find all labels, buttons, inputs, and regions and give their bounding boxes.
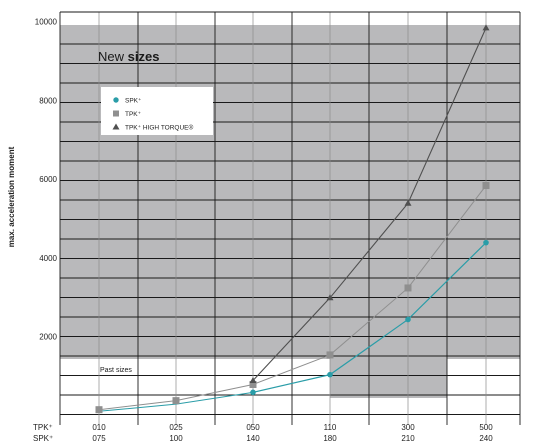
tpk-point (482, 182, 490, 190)
tpk-point (172, 397, 180, 405)
spk-point (405, 316, 411, 323)
tpk-point (326, 351, 334, 359)
x-tick-label-spk: 240 (479, 434, 493, 443)
x-tick-label-spk: 140 (246, 434, 260, 443)
spk-point (327, 371, 333, 378)
tpk-line (98, 185, 487, 411)
x-tick-label-tpk: 110 (324, 423, 337, 432)
shaded-region-lower (330, 359, 447, 398)
legend-label-tpk: TPK⁺ (125, 111, 142, 118)
tpk-high-torque-point (249, 377, 257, 384)
new-sizes-region (60, 25, 520, 359)
x-tick-label-tpk: 025 (169, 423, 183, 432)
y-tick-label: 6000 (39, 175, 57, 184)
tpk-point (249, 380, 257, 388)
new-sizes-annotation: New sizes (98, 49, 159, 64)
background-layer (60, 25, 520, 398)
y-axis-label: max. acceleration moment (7, 146, 16, 247)
legend-marker-tpk (113, 110, 119, 117)
new-sizes-light: New (98, 49, 128, 64)
legend-box (101, 87, 213, 135)
x-tick-label-spk: 210 (401, 434, 415, 443)
y-tick-label: 2000 (39, 333, 57, 342)
y-tick-label: 8000 (39, 96, 57, 105)
x-tick-label-spk: 075 (92, 434, 106, 443)
x-tick-label-tpk: 300 (401, 423, 415, 432)
spk-past-curve (98, 391, 254, 412)
legend-marker-spk (113, 97, 119, 103)
tpk-high-torque-point (404, 199, 412, 206)
legend-label-spk: SPK⁺ (125, 98, 142, 105)
x-row-label-spk: SPK⁺ (33, 434, 53, 443)
x-tick-label-tpk: 050 (246, 423, 260, 432)
spk-line (252, 242, 487, 393)
legend-marker-tpk-ht (112, 123, 120, 130)
series-layer (95, 24, 490, 414)
x-tick-label-spk: 180 (323, 434, 337, 443)
tpk-point (404, 284, 412, 292)
axis-layer: 2000 4000 6000 8000 10000 TPK⁺ SPK⁺ 010 075 025 10… (33, 18, 493, 444)
tpk-high-torque-point (482, 24, 490, 31)
x-tick-label-spk: 100 (169, 434, 183, 443)
spk-point (483, 239, 489, 246)
y-tick-label: 4000 (39, 254, 57, 263)
legend: SPK⁺ TPK⁺ TPK⁺ HIGH TORQUE® (101, 87, 213, 135)
new-sizes-bold: sizes (128, 49, 160, 64)
x-tick-label-tpk: 500 (479, 423, 493, 432)
x-row-label-tpk: TPK⁺ (33, 423, 53, 432)
legend-label-tpk-ht: TPK⁺ HIGH TORQUE® (125, 124, 194, 132)
tpk-high-torque-line (252, 27, 487, 381)
past-sizes-annotation: Past sizes (100, 367, 132, 374)
tpk-point (95, 406, 103, 414)
x-tick-label-tpk: 010 (92, 423, 106, 432)
grid-layer (59, 11, 521, 425)
spk-point (250, 389, 256, 396)
tpk-high-torque-point (326, 294, 334, 301)
y-tick-label: 10000 (35, 18, 58, 27)
